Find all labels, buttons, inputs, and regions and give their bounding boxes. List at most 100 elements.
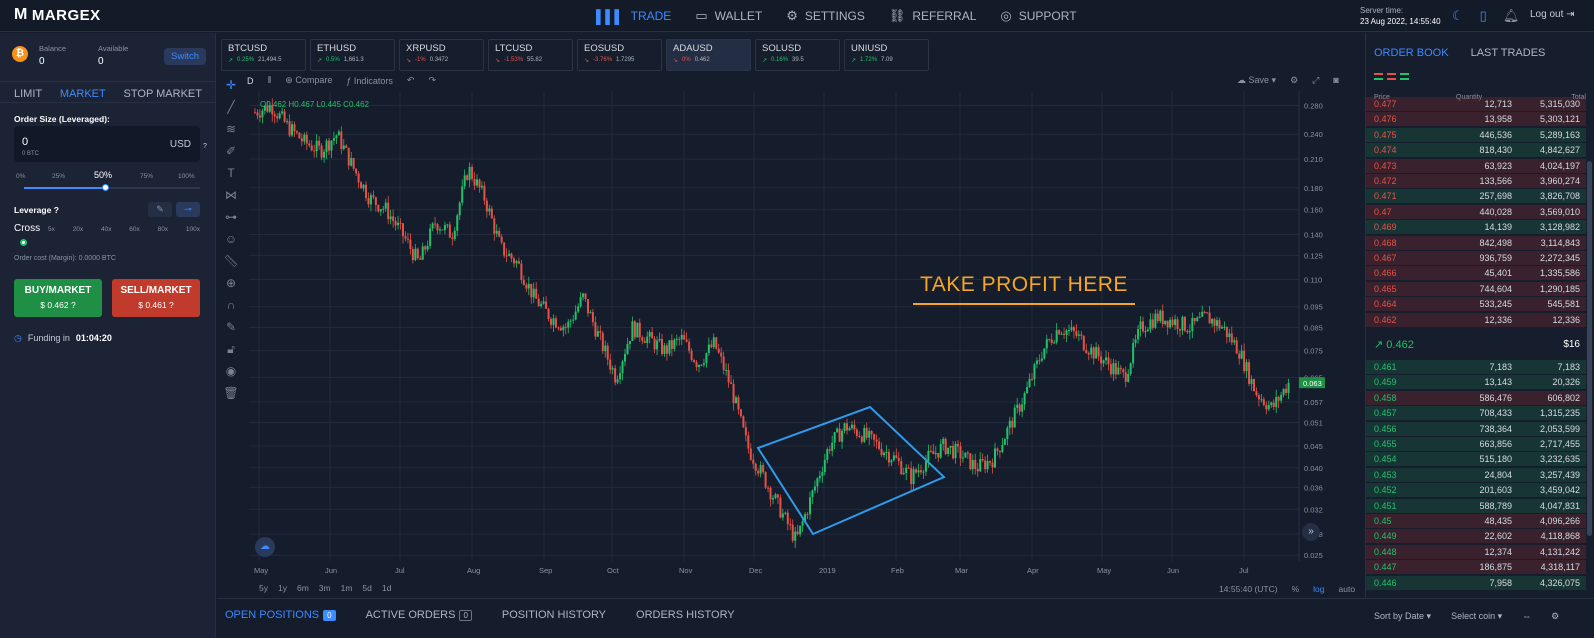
orderbook-row[interactable]: 0.449 22,602 4,118,868 (1366, 529, 1586, 544)
panel-settings-icon[interactable]: ⚙ (1551, 611, 1560, 621)
period-6m[interactable]: 6m (296, 583, 309, 593)
auto-toggle[interactable]: auto (1338, 584, 1356, 594)
price-chart[interactable]: 0.280 0.240 0.210 0.180 0.160 0.140 0.125 0.110… (249, 91, 1349, 579)
orderbook-row[interactable]: 0.454 515,180 3,232,635 (1366, 452, 1586, 467)
orderbook-row[interactable]: 0.457 708,433 1,315,235 (1366, 406, 1586, 421)
orderbook-row[interactable]: 0.446 7,958 4,326,075 (1366, 575, 1586, 591)
help-icon[interactable]: ? (203, 143, 207, 150)
brush-icon[interactable]: ✐ (225, 144, 237, 158)
orderbook-row[interactable]: 0.477 12,713 5,315,030 (1366, 97, 1586, 112)
orderbook-row[interactable]: 0.451 588,789 4,047,831 (1366, 498, 1586, 514)
trash-icon[interactable]: 🗑︎ (223, 386, 239, 400)
orderbook-row[interactable]: 0.464 533,245 545,581 (1366, 297, 1586, 312)
orderbook-row[interactable]: 0.468 842,498 3,114,843 (1366, 235, 1586, 251)
orderbook-row[interactable]: 0.472 133,566 3,960,274 (1366, 174, 1586, 189)
orderbook-row[interactable]: 0.476 13,958 5,303,121 (1366, 112, 1586, 127)
sort-dropdown[interactable]: Sort by Date ▾ (1374, 611, 1432, 621)
ruler-icon[interactable]: 📏︎ (223, 254, 239, 268)
orderbook-row[interactable]: 0.456 738,364 2,053,599 (1366, 421, 1586, 437)
period-5y[interactable]: 5y (259, 583, 268, 593)
tab-active-orders[interactable]: ACTIVE ORDERS 0 (366, 609, 472, 621)
orderbook-row[interactable]: 0.471 257,698 3,826,708 (1366, 189, 1586, 204)
indicators-button[interactable]: ƒ Indicators (346, 75, 393, 86)
ticker-solusd[interactable]: SOLUSD ↗ 0.16% 39.5 (755, 39, 840, 71)
nav-referral[interactable]: ⛓ REFERRAL (889, 8, 977, 24)
orderbook-row[interactable]: 0.447 186,875 4,318,117 (1366, 560, 1586, 575)
buy-market-button[interactable]: BUY/MARKET $ 0.462 ? (14, 279, 102, 317)
orderbook-row[interactable]: 0.466 45,401 1,335,586 (1366, 266, 1586, 281)
tab-last-trades[interactable]: LAST TRADES (1470, 47, 1546, 59)
nav-wallet[interactable]: ▭ WALLET (695, 8, 762, 24)
percent-tick[interactable]: 25% (52, 173, 66, 180)
period-1m[interactable]: 1m (340, 583, 353, 593)
fib-icon[interactable]: ≋ (225, 122, 237, 136)
tab-stop-market[interactable]: STOP MARKET (123, 88, 202, 100)
slider-handle[interactable] (102, 184, 109, 191)
moon-icon[interactable]: ☾ (1452, 8, 1464, 23)
leverage-tick[interactable]: 20x (72, 226, 84, 233)
tab-orders-history[interactable]: ORDERS HISTORY (636, 609, 735, 621)
orderbook-row[interactable]: 0.452 201,603 3,459,042 (1366, 483, 1586, 498)
size-percent-slider[interactable]: 0% 25% 50% 75% 100% (14, 170, 200, 195)
pencil-icon[interactable]: ✎ (148, 202, 172, 217)
leverage-tick[interactable]: 60x (129, 226, 140, 233)
emoji-icon[interactable]: ☺ (224, 232, 238, 246)
percent-tick[interactable]: 75% (140, 173, 154, 180)
orderbook-row[interactable]: 0.462 12,336 12,336 (1366, 312, 1586, 328)
crosshair-icon[interactable]: ✛ (225, 78, 237, 92)
tab-limit[interactable]: LIMIT (14, 88, 43, 100)
nav-support[interactable]: ◎ SUPPORT (1000, 8, 1076, 24)
period-3m[interactable]: 3m (318, 583, 331, 593)
percent-tick[interactable]: 50% (94, 170, 113, 180)
book-asks-icon[interactable] (1387, 73, 1396, 80)
nav-trade[interactable]: ▌▌▌ TRADE (596, 9, 671, 24)
leverage-handle[interactable] (20, 239, 27, 246)
save-button[interactable]: ☁ Save ▾ (1237, 75, 1277, 85)
lock-icon[interactable]: 🔓︎ (227, 342, 235, 356)
select-coin-dropdown[interactable]: Select coin ▾ (1451, 611, 1503, 621)
nav-settings[interactable]: ⚙ SETTINGS (786, 8, 865, 24)
orderbook-row[interactable]: 0.469 14,139 3,128,982 (1366, 220, 1586, 235)
ticker-eosusd[interactable]: EOSUSD ↘ -3.76% 1.7295 (577, 39, 662, 71)
ticker-ethusd[interactable]: ETHUSD ↗ 0.5% 1,661.3 (310, 39, 395, 71)
period-1y[interactable]: 1y (277, 583, 287, 593)
leverage-tick[interactable]: 100x (185, 226, 200, 233)
ticker-btcusd[interactable]: BTCUSD ↗ 0.25% 21,494.5 (221, 39, 306, 71)
ticker-uniusd[interactable]: UNIUSD ↗ 1.72% 7.09 (844, 39, 929, 71)
leverage-tick[interactable]: 40x (100, 226, 112, 233)
tab-order-book[interactable]: ORDER BOOK (1374, 47, 1449, 59)
tab-market[interactable]: MARKET (59, 88, 106, 100)
ticker-adausd[interactable]: ADAUSD ↘ 0% 0.462 (666, 39, 751, 71)
leverage-help-icon[interactable]: ? (53, 205, 59, 215)
period-5d[interactable]: 5d (362, 583, 372, 593)
lock-draw-icon[interactable]: ✎ (225, 320, 237, 334)
order-size-input[interactable]: 0 0 BTC USD (14, 126, 200, 162)
orderbook-row[interactable]: 0.45 48,435 4,096,266 (1366, 514, 1586, 529)
percent-toggle[interactable]: % (1291, 584, 1300, 594)
logout-button[interactable]: Log out ⇥ (1530, 9, 1575, 20)
orderbook-row[interactable]: 0.459 13,143 20,326 (1366, 375, 1586, 390)
bell-icon[interactable]: 🔔︎ (1502, 8, 1520, 23)
orderbook-row[interactable]: 0.47 440,028 3,569,010 (1366, 204, 1586, 220)
candles-icon[interactable]: ⫴ (267, 75, 272, 85)
percent-tick[interactable]: 0% (16, 173, 26, 180)
phone-icon[interactable]: ▯ (1479, 8, 1487, 23)
orderbook-row[interactable]: 0.453 24,804 3,257,439 (1366, 467, 1586, 483)
sell-market-button[interactable]: SELL/MARKET $ 0.461 ? (112, 279, 200, 317)
leverage-tick[interactable]: 5x (48, 226, 55, 233)
zoom-icon[interactable]: ⊕ (225, 276, 237, 290)
pattern-icon[interactable]: ⋈ (225, 188, 237, 202)
period-1d[interactable]: 1d (381, 583, 392, 593)
orderbook-row[interactable]: 0.461 7,183 7,183 (1366, 360, 1586, 375)
orderbook-row[interactable]: 0.473 63,923 4,024,197 (1366, 158, 1586, 174)
orderbook-scrollbar[interactable] (1587, 161, 1592, 536)
text-icon[interactable]: T (227, 166, 235, 180)
chart-settings-icon[interactable]: ⚙ (1290, 75, 1299, 85)
scroll-right-icon[interactable]: » (1302, 523, 1320, 541)
interval-button[interactable]: D (247, 75, 254, 86)
orderbook-row[interactable]: 0.448 12,374 4,131,242 (1366, 544, 1586, 560)
ticker-xrpusd[interactable]: XRPUSD ↘ -1% 0.3472 (399, 39, 484, 71)
orderbook-row[interactable]: 0.475 446,536 5,289,163 (1366, 127, 1586, 143)
fullscreen-icon[interactable]: ⤢ (1312, 75, 1320, 85)
orderbook-row[interactable]: 0.458 586,476 606,802 (1366, 390, 1586, 406)
